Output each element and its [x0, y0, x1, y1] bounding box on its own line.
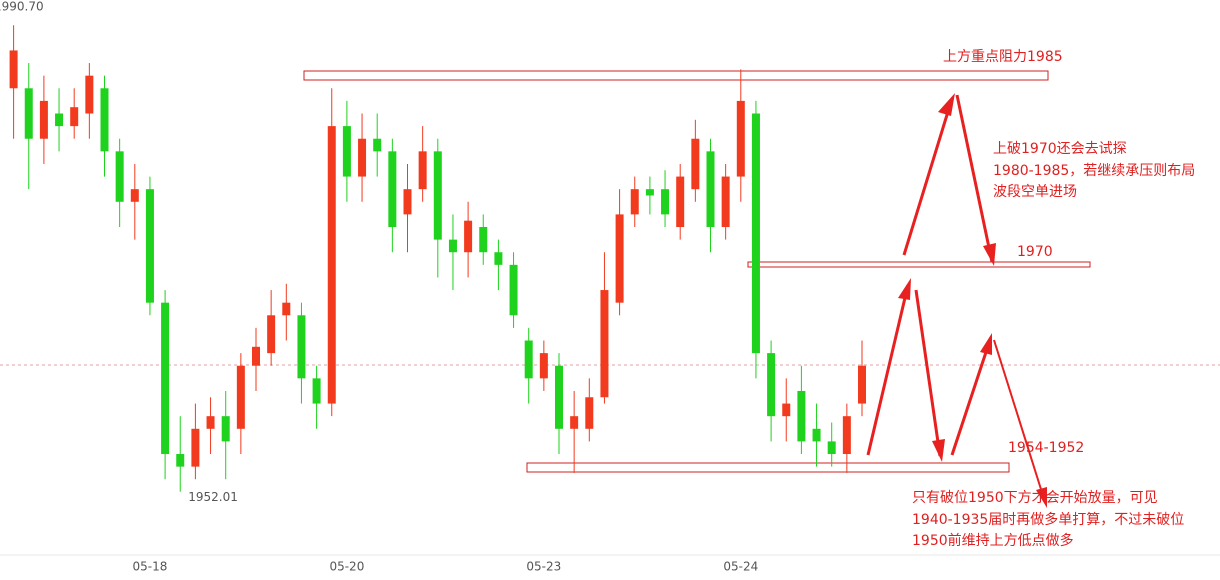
price-label: 1952.01	[188, 490, 238, 504]
candle-body	[721, 176, 730, 228]
candle-body	[161, 302, 170, 455]
candle-body	[267, 315, 276, 354]
candle-body	[494, 252, 503, 265]
candle-body	[630, 189, 639, 215]
candle-body	[236, 365, 245, 429]
annotation: 1954-1952	[1008, 440, 1084, 456]
candle-body	[9, 50, 18, 89]
candle-body	[691, 138, 700, 190]
candle-body	[615, 214, 624, 303]
candle-body	[358, 138, 367, 177]
candle-body	[479, 227, 488, 253]
candle-body	[100, 88, 109, 152]
arrow	[902, 104, 952, 256]
arrow-head	[1036, 487, 1047, 508]
candle-body	[342, 126, 351, 177]
arrow	[866, 284, 910, 456]
candle-body	[327, 126, 336, 404]
x-tick-label: 05-24	[723, 560, 758, 574]
arrow-head	[932, 439, 945, 462]
annotation: 上方重点阻力1985	[943, 49, 1063, 65]
candle-body	[85, 75, 94, 114]
candle-body	[145, 189, 154, 303]
arrow-head	[980, 333, 992, 355]
candle-body	[555, 365, 563, 429]
annotation: 1940-1935届时再做多单打算，不过未破位	[912, 511, 1184, 528]
annotation: 1970	[1017, 244, 1053, 260]
candle-body	[191, 428, 200, 467]
x-tick-label: 05-23	[526, 560, 561, 574]
annotation: 1980-1985，若继续承压则布局	[993, 162, 1195, 179]
candle-body	[858, 365, 866, 404]
x-tick-label: 05-18	[133, 560, 168, 574]
candle-body	[782, 403, 791, 417]
candle-body	[570, 416, 579, 429]
candle-body	[751, 113, 760, 354]
arrow-head	[938, 93, 955, 116]
candle-body	[312, 378, 321, 404]
arrow	[955, 94, 994, 263]
candle-body	[797, 390, 806, 442]
annotation: 上破1970还会去试探	[993, 141, 1127, 157]
candle-body	[403, 189, 412, 215]
arrow-head	[898, 278, 911, 300]
candle-body	[206, 416, 215, 429]
candle-body	[252, 346, 260, 366]
candle-body	[676, 176, 685, 228]
candle-body	[842, 416, 851, 455]
candle-body	[524, 340, 533, 379]
candle-body	[645, 189, 654, 196]
candle-body	[55, 113, 64, 127]
arrow-head	[983, 243, 996, 266]
x-tick-label: 05-20	[329, 560, 364, 574]
candle-body	[176, 454, 185, 467]
candle-body	[585, 397, 594, 429]
candle-body	[115, 151, 124, 202]
candle-body	[706, 151, 715, 228]
arrow-heads	[898, 93, 1047, 508]
candle-body	[661, 189, 670, 215]
annotation: 只有破位1950下方才会开始放量，可见	[912, 490, 1158, 506]
support-box	[526, 462, 1010, 473]
arrow	[914, 289, 942, 457]
candle-body	[373, 138, 382, 152]
candle-body	[767, 353, 776, 417]
candle-body	[221, 416, 230, 442]
candle-body	[827, 441, 836, 455]
candle-body	[388, 151, 397, 228]
candle-body	[448, 239, 457, 253]
candle-body	[70, 107, 79, 127]
candle-body	[539, 353, 548, 379]
arrows	[866, 94, 1046, 503]
candle-body	[418, 151, 427, 190]
candle-body	[600, 290, 609, 398]
candle-body	[812, 428, 821, 442]
candle-body	[297, 315, 306, 379]
arrow	[993, 339, 1046, 503]
level-box	[747, 261, 1091, 268]
annotation: 1950前维持上方低点做多	[912, 532, 1074, 549]
candle-body	[39, 100, 48, 139]
candle-body	[282, 302, 291, 316]
arrow	[950, 339, 992, 456]
candle-body	[736, 100, 745, 177]
price-label: 1990.70	[0, 0, 44, 14]
resistance-box	[303, 70, 1049, 81]
candle-body	[464, 220, 473, 253]
annotation: 波段空单进场	[993, 184, 1077, 200]
candle-body	[509, 264, 518, 316]
candle-body	[130, 189, 139, 202]
candle-body	[24, 88, 33, 139]
candle-body	[433, 151, 442, 240]
